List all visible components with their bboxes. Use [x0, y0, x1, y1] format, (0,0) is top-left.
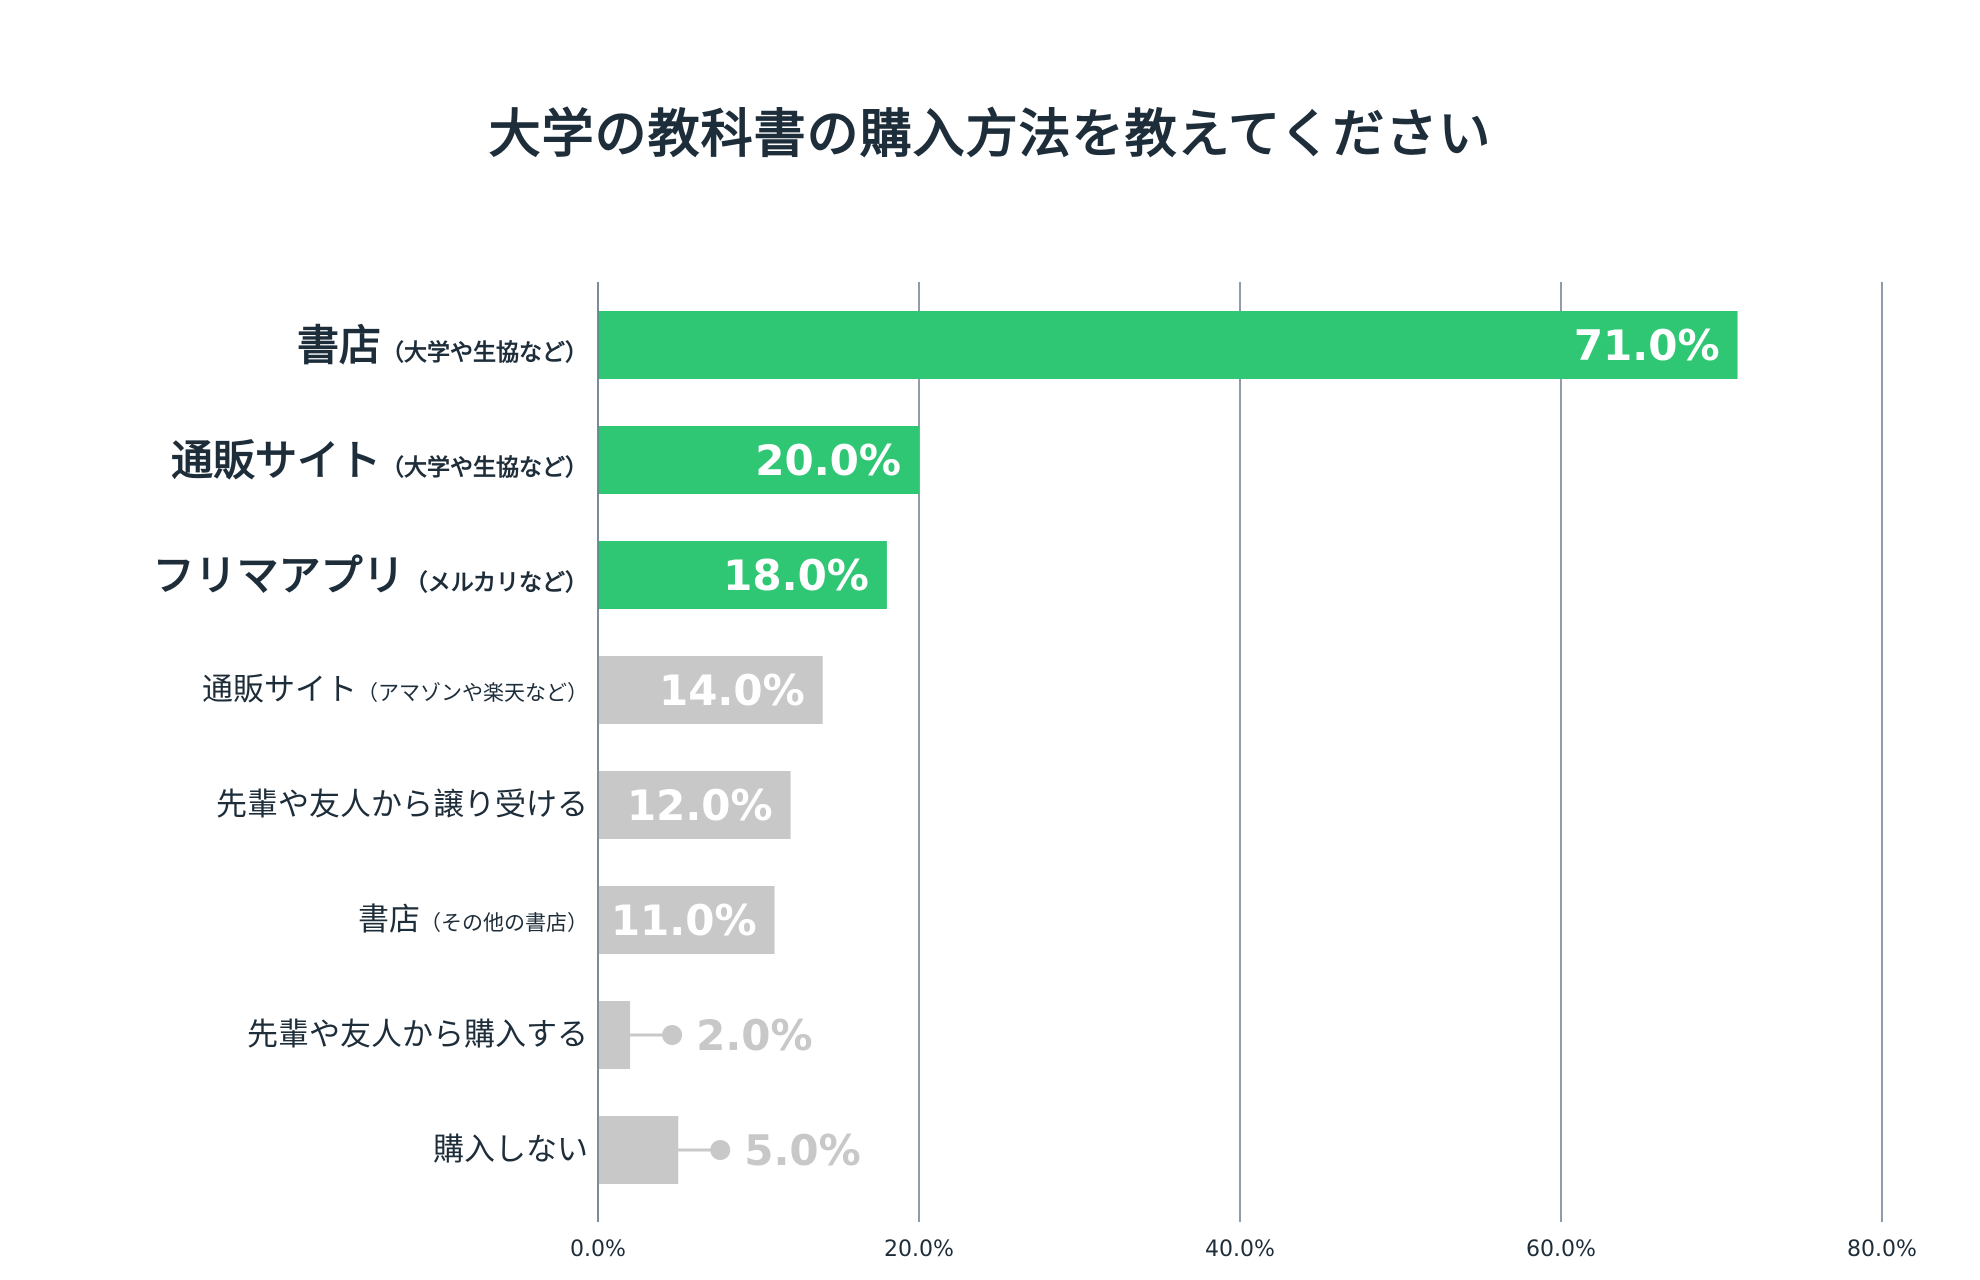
- category-label: 書店（その他の書店）: [358, 902, 588, 938]
- value-label: 71.0%: [1574, 321, 1720, 370]
- category-sub: （大学や生協など）: [381, 339, 588, 366]
- chart-title: 大学の教科書の購入方法を教えてください: [488, 105, 1492, 165]
- category-label: 購入しない: [433, 1132, 588, 1168]
- category-sub: （大学や生協など）: [381, 454, 588, 481]
- category-sub: （アマゾンや楽天など）: [357, 681, 588, 705]
- bar: [598, 311, 1738, 379]
- category-sub: （その他の書店）: [420, 911, 588, 935]
- category-main: フリマアプリ: [153, 551, 405, 600]
- bar: [598, 1116, 679, 1184]
- category-main: 書店: [358, 902, 420, 938]
- category-sub: （メルカリなど）: [405, 569, 588, 596]
- category-main: 通販サイト: [202, 672, 357, 708]
- bar: [598, 771, 791, 839]
- x-tick-label: 0.0%: [570, 1237, 626, 1262]
- category-main: 先輩や友人から譲り受ける: [216, 787, 588, 823]
- bar: [598, 1001, 631, 1069]
- category-label: フリマアプリ（メルカリなど）: [153, 551, 588, 600]
- value-label: 5.0%: [744, 1126, 860, 1175]
- x-tick-label: 60.0%: [1526, 1237, 1596, 1262]
- leader-dot: [662, 1025, 683, 1045]
- x-tick-label: 80.0%: [1847, 1237, 1917, 1262]
- bar: [598, 656, 823, 724]
- value-label: 14.0%: [659, 666, 805, 715]
- category-label: 通販サイト（アマゾンや楽天など）: [202, 672, 588, 708]
- bar: [598, 886, 775, 954]
- category-label: 書店（大学や生協など）: [297, 321, 588, 370]
- category-main: 先輩や友人から購入する: [247, 1017, 588, 1053]
- category-main: 書店: [297, 321, 381, 370]
- x-tick-label: 40.0%: [1205, 1237, 1275, 1262]
- x-tick-label: 20.0%: [884, 1237, 954, 1262]
- category-main: 通販サイト: [171, 436, 381, 485]
- value-label: 12.0%: [627, 781, 773, 830]
- value-label: 18.0%: [723, 551, 869, 600]
- value-label: 11.0%: [611, 896, 757, 945]
- category-label: 先輩や友人から譲り受ける: [216, 787, 588, 823]
- bar: [598, 426, 919, 494]
- category-label: 先輩や友人から購入する: [247, 1017, 588, 1053]
- category-main: 購入しない: [433, 1132, 588, 1168]
- category-label: 通販サイト（大学や生協など）: [171, 436, 588, 485]
- value-label: 2.0%: [696, 1011, 812, 1060]
- bar: [598, 541, 887, 609]
- leader-dot: [710, 1140, 731, 1160]
- value-label: 20.0%: [755, 436, 901, 485]
